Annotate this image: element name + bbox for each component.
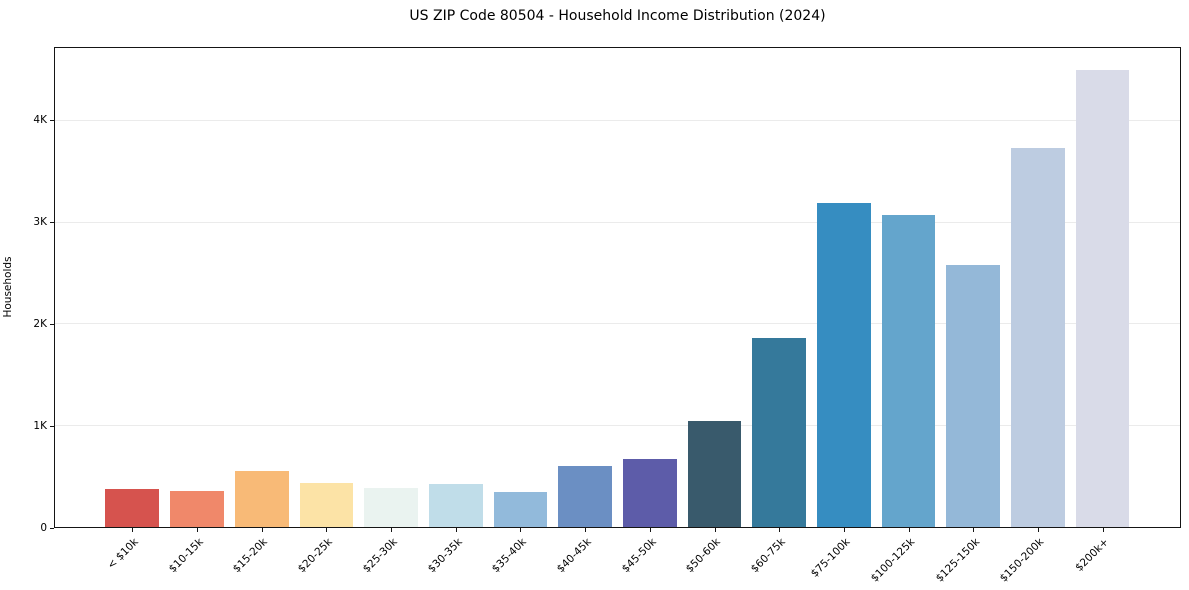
bar xyxy=(493,492,548,527)
x-tick-label: $20-25k xyxy=(295,536,335,576)
bar xyxy=(687,421,742,527)
category-slot: $20-25k xyxy=(294,48,359,575)
x-tick-mark xyxy=(132,528,134,532)
x-tick-mark xyxy=(1037,528,1039,532)
plot-area: < $10k $10-15k $15-20k $20-25k $25-30k $30-35… xyxy=(54,47,1181,585)
bar xyxy=(817,202,871,527)
category-slot: $40-45k xyxy=(553,48,618,575)
category-slot: $15-20k xyxy=(229,48,294,575)
bar xyxy=(105,488,160,527)
y-tick-label: 0 xyxy=(40,522,47,534)
x-tick-label: $60-75k xyxy=(748,536,788,576)
category-slot: $25-30k xyxy=(359,48,424,575)
x-tick-mark xyxy=(455,528,457,532)
category-slot: $60-75k xyxy=(747,48,812,575)
category-slot: $35-40k xyxy=(488,48,553,575)
x-tick-label: $45-50k xyxy=(619,536,659,576)
x-tick-mark xyxy=(973,528,975,532)
category-slot: $150-200k xyxy=(998,48,1071,585)
gridline xyxy=(55,120,1180,122)
category-slot: $30-35k xyxy=(423,48,488,575)
bar xyxy=(752,338,807,527)
x-tick-mark xyxy=(520,528,522,532)
gridline xyxy=(55,424,1180,426)
x-tick-mark xyxy=(649,528,651,532)
chart-title: US ZIP Code 80504 - Household Income Dis… xyxy=(409,8,826,24)
x-tick-label: $15-20k xyxy=(231,536,271,576)
x-tick-mark xyxy=(197,528,199,532)
bar xyxy=(881,214,936,527)
x-tick-mark xyxy=(391,528,393,532)
x-tick-label: < $10k xyxy=(105,536,141,572)
bar xyxy=(622,459,677,527)
y-tick-label: 2K xyxy=(33,318,47,331)
bar xyxy=(1075,69,1130,527)
bar xyxy=(170,491,224,527)
x-tick-label: $30-35k xyxy=(425,536,465,576)
x-tick-label: $10-15k xyxy=(166,536,206,576)
bar xyxy=(1011,147,1065,527)
x-tick-label: $200k+ xyxy=(1073,536,1112,574)
y-tick-mark xyxy=(50,222,54,224)
x-tick-mark xyxy=(585,528,587,532)
x-tick-mark xyxy=(261,528,263,532)
category-slot: $10-15k xyxy=(165,48,230,575)
category-slot: < $10k xyxy=(100,48,165,572)
x-tick-label: $100-125k xyxy=(868,536,918,585)
bar xyxy=(428,484,483,527)
x-tick-mark xyxy=(908,528,910,532)
x-tick-label: $50-60k xyxy=(683,536,724,576)
gridline xyxy=(55,221,1180,223)
bar xyxy=(364,488,418,527)
x-tick-label: $150-200k xyxy=(997,536,1047,585)
bar xyxy=(946,265,1001,527)
x-tick-mark xyxy=(779,528,781,532)
category-slot: $50-60k xyxy=(682,48,747,575)
gridline xyxy=(55,323,1180,325)
y-tick-label: 4K xyxy=(33,114,47,127)
x-tick-mark xyxy=(714,528,716,532)
bar xyxy=(299,482,354,527)
bars-container: < $10k $10-15k $15-20k $20-25k $25-30k $30-35… xyxy=(55,48,1180,585)
y-axis-label: Households xyxy=(2,256,14,318)
category-slot: $45-50k xyxy=(618,48,683,575)
x-tick-label: $75-100k xyxy=(808,536,853,580)
bar xyxy=(558,465,612,527)
y-tick-label: 3K xyxy=(33,216,47,229)
category-slot: $125-150k xyxy=(933,48,1006,585)
x-tick-label: $25-30k xyxy=(360,536,400,576)
category-slot: $200k+ xyxy=(1070,48,1135,574)
y-tick-label: 1K xyxy=(33,420,47,433)
category-slot: $75-100k xyxy=(809,48,877,580)
x-tick-label: $125-150k xyxy=(933,536,982,585)
bar xyxy=(234,470,289,527)
y-tick-mark xyxy=(50,324,54,326)
x-tick-label: $35-40k xyxy=(489,536,529,576)
x-tick-mark xyxy=(326,528,328,532)
category-slot: $100-125k xyxy=(869,48,941,585)
y-tick-mark xyxy=(50,120,54,122)
y-tick-mark xyxy=(50,528,54,529)
x-tick-mark xyxy=(843,528,845,532)
x-tick-mark xyxy=(1102,528,1104,532)
y-tick-mark xyxy=(50,426,54,428)
x-tick-label: $40-45k xyxy=(554,536,594,576)
